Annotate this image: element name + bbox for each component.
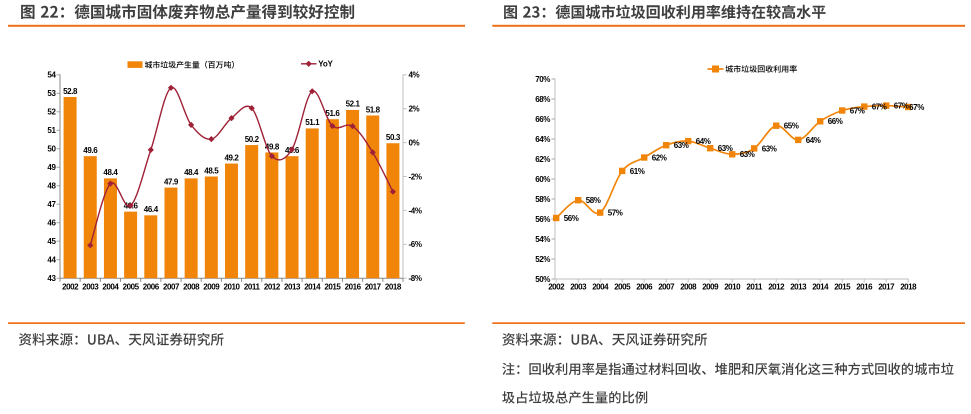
svg-text:46.4: 46.4 bbox=[144, 205, 159, 214]
svg-text:56%: 56% bbox=[564, 214, 579, 223]
svg-text:48.4: 48.4 bbox=[184, 168, 199, 177]
svg-text:2005: 2005 bbox=[614, 283, 631, 292]
svg-text:2018: 2018 bbox=[900, 283, 917, 292]
svg-text:50.2: 50.2 bbox=[245, 135, 260, 144]
svg-text:61%: 61% bbox=[630, 167, 645, 176]
svg-text:58%: 58% bbox=[535, 195, 550, 204]
svg-text:2003: 2003 bbox=[570, 283, 587, 292]
svg-text:2004: 2004 bbox=[102, 283, 119, 292]
svg-text:46: 46 bbox=[47, 219, 56, 228]
svg-text:2009: 2009 bbox=[203, 283, 220, 292]
svg-text:64%: 64% bbox=[806, 136, 821, 145]
svg-text:49: 49 bbox=[47, 163, 56, 172]
svg-text:51.8: 51.8 bbox=[366, 105, 381, 114]
svg-text:49.8: 49.8 bbox=[265, 142, 280, 151]
svg-text:63%: 63% bbox=[762, 144, 777, 153]
svg-text:4%: 4% bbox=[409, 71, 420, 80]
svg-text:2003: 2003 bbox=[82, 283, 99, 292]
svg-text:47: 47 bbox=[47, 200, 56, 209]
svg-text:52.8: 52.8 bbox=[63, 87, 78, 96]
svg-text:52%: 52% bbox=[535, 255, 550, 264]
svg-text:67%: 67% bbox=[909, 103, 924, 112]
svg-text:51.1: 51.1 bbox=[305, 118, 320, 127]
svg-text:2006: 2006 bbox=[143, 283, 160, 292]
svg-text:58%: 58% bbox=[586, 196, 601, 205]
svg-text:2012: 2012 bbox=[264, 283, 281, 292]
svg-text:2016: 2016 bbox=[345, 283, 362, 292]
svg-text:67%: 67% bbox=[894, 102, 909, 111]
svg-text:68%: 68% bbox=[535, 95, 550, 104]
svg-text:50: 50 bbox=[47, 145, 56, 154]
svg-text:48: 48 bbox=[47, 182, 56, 191]
svg-text:67%: 67% bbox=[872, 103, 887, 112]
svg-text:62%: 62% bbox=[652, 153, 667, 162]
svg-text:2018: 2018 bbox=[385, 283, 402, 292]
svg-text:YoY: YoY bbox=[318, 60, 333, 69]
svg-text:2013: 2013 bbox=[284, 283, 301, 292]
svg-text:2008: 2008 bbox=[680, 283, 697, 292]
svg-text:2008: 2008 bbox=[183, 283, 200, 292]
svg-text:65%: 65% bbox=[784, 122, 799, 131]
svg-text:2015: 2015 bbox=[324, 283, 341, 292]
svg-text:66%: 66% bbox=[535, 115, 550, 124]
svg-text:2014: 2014 bbox=[304, 283, 321, 292]
svg-text:67%: 67% bbox=[850, 106, 865, 115]
svg-text:2011: 2011 bbox=[746, 283, 763, 292]
svg-text:2007: 2007 bbox=[163, 283, 180, 292]
svg-text:2005: 2005 bbox=[123, 283, 140, 292]
svg-text:2007: 2007 bbox=[658, 283, 675, 292]
svg-text:48.4: 48.4 bbox=[103, 168, 118, 177]
svg-text:-4%: -4% bbox=[409, 206, 422, 215]
svg-text:2009: 2009 bbox=[702, 283, 719, 292]
svg-text:2013: 2013 bbox=[790, 283, 807, 292]
svg-text:2004: 2004 bbox=[592, 283, 609, 292]
svg-text:52: 52 bbox=[47, 108, 56, 117]
svg-text:2%: 2% bbox=[409, 105, 420, 114]
svg-text:44: 44 bbox=[47, 256, 56, 265]
svg-text:64%: 64% bbox=[535, 135, 550, 144]
svg-text:66%: 66% bbox=[828, 117, 843, 126]
svg-text:54%: 54% bbox=[535, 235, 550, 244]
svg-text:2014: 2014 bbox=[812, 283, 829, 292]
svg-text:49.2: 49.2 bbox=[225, 153, 240, 162]
svg-text:2011: 2011 bbox=[244, 283, 261, 292]
svg-text:70%: 70% bbox=[535, 75, 550, 84]
svg-text:0%: 0% bbox=[409, 139, 420, 148]
svg-text:63%: 63% bbox=[674, 141, 689, 150]
svg-text:49.6: 49.6 bbox=[83, 146, 98, 155]
svg-text:2002: 2002 bbox=[62, 283, 79, 292]
svg-text:2016: 2016 bbox=[856, 283, 873, 292]
svg-text:48.5: 48.5 bbox=[204, 166, 219, 175]
svg-text:51: 51 bbox=[47, 126, 56, 135]
svg-text:2017: 2017 bbox=[878, 283, 895, 292]
svg-text:50%: 50% bbox=[535, 275, 550, 284]
svg-text:47.9: 47.9 bbox=[164, 177, 179, 186]
svg-text:53: 53 bbox=[47, 89, 56, 98]
svg-text:51.6: 51.6 bbox=[325, 109, 340, 118]
svg-text:57%: 57% bbox=[608, 209, 623, 218]
svg-text:2017: 2017 bbox=[365, 283, 382, 292]
svg-text:54: 54 bbox=[47, 71, 56, 80]
svg-text:52.1: 52.1 bbox=[346, 100, 361, 109]
svg-text:-6%: -6% bbox=[409, 240, 422, 249]
svg-text:2006: 2006 bbox=[636, 283, 653, 292]
svg-text:45: 45 bbox=[47, 237, 56, 246]
svg-text:63%: 63% bbox=[740, 150, 755, 159]
svg-text:-2%: -2% bbox=[409, 172, 422, 181]
svg-text:56%: 56% bbox=[535, 215, 550, 224]
svg-text:60%: 60% bbox=[535, 175, 550, 184]
svg-text:2010: 2010 bbox=[224, 283, 241, 292]
svg-text:2015: 2015 bbox=[834, 283, 851, 292]
svg-text:50.3: 50.3 bbox=[386, 133, 401, 142]
svg-text:2002: 2002 bbox=[548, 283, 565, 292]
svg-text:62%: 62% bbox=[535, 155, 550, 164]
svg-text:64%: 64% bbox=[696, 137, 711, 146]
svg-text:2012: 2012 bbox=[768, 283, 785, 292]
svg-text:63%: 63% bbox=[718, 144, 733, 153]
svg-text:43: 43 bbox=[47, 274, 56, 283]
svg-text:-8%: -8% bbox=[409, 274, 422, 283]
svg-text:2010: 2010 bbox=[724, 283, 741, 292]
